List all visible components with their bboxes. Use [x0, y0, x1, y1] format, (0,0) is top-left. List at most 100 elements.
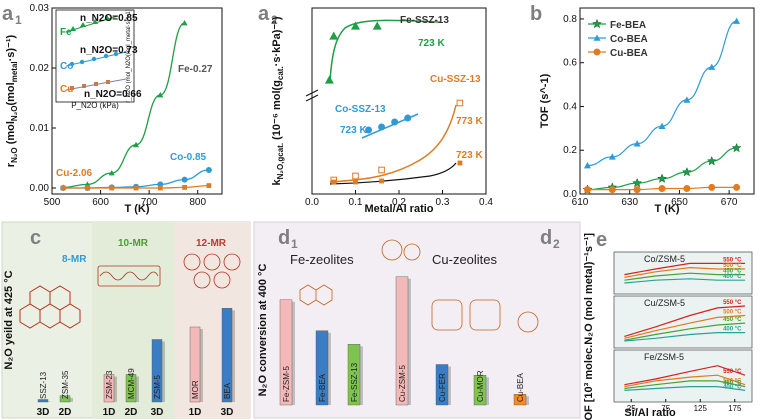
- c-bar-shade: [136, 376, 139, 402]
- b-point: [683, 185, 691, 193]
- a2-point-co: [391, 118, 399, 126]
- c-bar: [103, 374, 115, 403]
- panel-d1-label: d: [278, 227, 290, 249]
- b-ylabel: TOF (s^-1): [539, 73, 551, 128]
- e-series-line: [624, 305, 746, 337]
- e-series-line: [624, 266, 746, 278]
- a1-inset-co-label: Co: [60, 61, 73, 72]
- d-bar: [513, 394, 527, 406]
- a2-point-cu-filled: [457, 160, 463, 166]
- a1-label-co: Co-0.85: [170, 152, 207, 163]
- a1-inset-cu-label: Cu: [60, 84, 73, 95]
- e-series-line: [624, 386, 746, 391]
- c-bar-shade: [48, 401, 51, 402]
- d-bar-label: Cu-MOR: [476, 370, 485, 402]
- a1-inset-order-co: n_N2O=0.73: [80, 45, 138, 56]
- b-legend-label: Cu-BEA: [610, 48, 648, 59]
- c-bar: [221, 308, 233, 403]
- a2-xlabel: Metal/Al ratio: [364, 203, 433, 215]
- d-bar-shade: [360, 346, 363, 405]
- e-series-label: 500 °C: [723, 310, 742, 316]
- c-framework-8mr-picture: [19, 285, 81, 329]
- d-ylabel: N₂O conversion at 400 °C: [257, 264, 269, 397]
- a2-point-co: [404, 114, 412, 122]
- a2-point-fe: [372, 21, 382, 30]
- panel-b-label: b: [530, 3, 542, 25]
- a2-point-co: [365, 126, 373, 134]
- a2-point-cu-open: [352, 172, 359, 180]
- c-bar-dim: 2D: [125, 407, 138, 418]
- a2-marks: [324, 21, 464, 185]
- a1-xtick-label: 500: [44, 197, 61, 208]
- a2-temp-co: 723 K: [340, 125, 367, 136]
- c-group-10mr: 10-MR: [118, 238, 149, 249]
- a1-inset-frame: [55, 9, 135, 103]
- a2-point-cu-filled: [353, 179, 358, 185]
- a1-point-cu: [133, 185, 139, 191]
- a1-inset-ylabel: r_N2O (mol_N2O(mol_metal·s)^-1): [126, 9, 132, 103]
- b-point: [633, 186, 641, 194]
- a1-xtick-label: 800: [189, 197, 206, 208]
- e-series-label: 450 °C: [723, 269, 742, 275]
- a1-inset-xlabel: P_N2O (kPa): [71, 101, 119, 110]
- d-bar-shade: [526, 396, 529, 405]
- panel-a2: a 2 0.0 0.1 0.2 0.3 0.4 Fe-SSZ-13 723 K Co-S…: [258, 3, 493, 215]
- b-ytick-label: 0.2: [563, 145, 577, 156]
- a2-label-cu: Cu-SSZ-13: [430, 74, 481, 85]
- c-bar: [189, 326, 201, 403]
- b-point: [633, 140, 641, 147]
- d-group-fe-title: Fe-zeolites: [290, 252, 354, 267]
- b-point: [683, 96, 691, 103]
- panel-b: b 610 630 650 670 0.0 0.2 0.4 0.6 0.8 Fe-BEA Co-B…: [530, 3, 755, 215]
- b-point: [608, 153, 616, 160]
- a2-point-cu-open: [456, 99, 464, 107]
- a2-temp-cu-773: 773 K: [456, 116, 483, 127]
- e-series-label: 450 °C: [723, 317, 742, 323]
- a2-xtick-label: 0.4: [479, 197, 493, 208]
- e-subplot-title: Cu/ZSM-5: [644, 298, 685, 308]
- a1-xtick-label: 600: [92, 197, 109, 208]
- a1-xlabel: T (K): [124, 203, 149, 215]
- a1-point-fe: [181, 20, 188, 26]
- e-series-label: 550 °C: [723, 369, 742, 375]
- a1-axes-frame: [51, 7, 223, 195]
- a1-point-cu: [206, 183, 212, 188]
- c-bar-dim: 1D: [103, 407, 116, 418]
- c-group-12mr: 12-MR: [196, 238, 227, 249]
- c-bar-label: BEA: [223, 382, 232, 399]
- c-bars: SSZ-13 3D ZSM-35 2D ZSM-23 1D MCM-49 2D ZSM-5 3D M…: [37, 308, 235, 418]
- e-ylabel: TOF [10³ molec.N₂O (mol metal)⁻¹s⁻¹]: [583, 233, 595, 420]
- e-xtick-label: 75: [661, 404, 670, 413]
- c-ylabel: N₂O yeild at 425 °C: [3, 270, 15, 369]
- b-ytick-label: 0.8: [563, 14, 577, 25]
- c-bar: [151, 339, 163, 403]
- a2-xtick-label: 0.3: [436, 197, 450, 208]
- a1-xtick-label: 700: [141, 197, 158, 208]
- panel-a1: a 1 500 600 700 800 0.00 0.01 0.02 0.03 T (K) r…: [2, 3, 223, 215]
- a1-label-fe: Fe-0.27: [178, 64, 213, 75]
- b-point: [583, 162, 591, 169]
- b-point: [708, 183, 716, 191]
- c-bar-shade: [200, 329, 203, 402]
- a1-marks: [60, 20, 212, 191]
- a2-point-cu-filled: [331, 179, 337, 185]
- d-bar-shade: [408, 278, 411, 405]
- b-point: [681, 166, 692, 177]
- b-point: [632, 177, 643, 188]
- a1-ytick-label: 0.01: [30, 123, 50, 134]
- b-xtick-label: 650: [671, 197, 688, 208]
- c-bar-shade: [114, 376, 117, 402]
- e-subplot-title: Co/ZSM-5: [644, 254, 685, 264]
- b-point: [733, 183, 741, 191]
- c-bar-dim: 3D: [37, 407, 50, 418]
- a1-inset-marks: [65, 15, 127, 91]
- a1-point-cu: [109, 185, 115, 191]
- a1-ylabel: rN₂O (molN₂O(molmetal·s)⁻¹): [5, 34, 19, 167]
- e-series-line: [624, 365, 746, 386]
- panel-c-label: c: [30, 227, 41, 249]
- a1-point-fe: [157, 92, 164, 98]
